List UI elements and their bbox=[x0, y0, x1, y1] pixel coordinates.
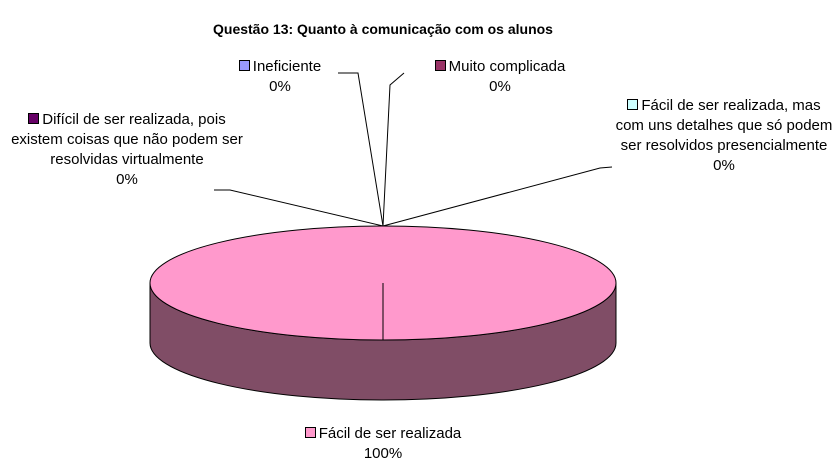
value-label: 0% bbox=[116, 171, 138, 188]
label-name: Fácil de ser realizada bbox=[318, 425, 462, 442]
legend-swatch bbox=[627, 99, 639, 110]
legend-swatch bbox=[28, 113, 40, 124]
leader-line bbox=[382, 166, 613, 227]
data-label: Muito complicada 0% bbox=[405, 57, 595, 97]
chart-title: Questão 13: Quanto à comunicação com os … bbox=[213, 21, 553, 37]
slices bbox=[149, 225, 617, 401]
value-label: 0% bbox=[713, 157, 735, 174]
data-label: Ineficiente 0% bbox=[220, 57, 340, 97]
legend-swatch bbox=[304, 427, 316, 438]
value-label: 0% bbox=[489, 78, 511, 95]
legend-swatch bbox=[238, 60, 250, 71]
data-label: Difícil de ser realizada, pois existem c… bbox=[8, 110, 246, 190]
legend-swatch bbox=[434, 60, 446, 71]
leader-lines bbox=[214, 72, 613, 227]
label-name: Difícil de ser realizada, pois existem c… bbox=[11, 111, 243, 168]
data-label: Fácil de ser realizada 100% bbox=[273, 424, 493, 461]
label-name: Fácil de ser realizada, mas com uns deta… bbox=[615, 97, 833, 154]
leader-line bbox=[338, 72, 384, 227]
data-label: Fácil de ser realizada, mas com uns deta… bbox=[612, 96, 836, 176]
value-label: 0% bbox=[269, 78, 291, 95]
value-label: 100% bbox=[363, 445, 403, 461]
leader-line bbox=[382, 72, 405, 227]
label-name: Ineficiente bbox=[252, 58, 322, 75]
label-name: Muito complicada bbox=[448, 58, 566, 75]
leader-line bbox=[214, 189, 384, 227]
